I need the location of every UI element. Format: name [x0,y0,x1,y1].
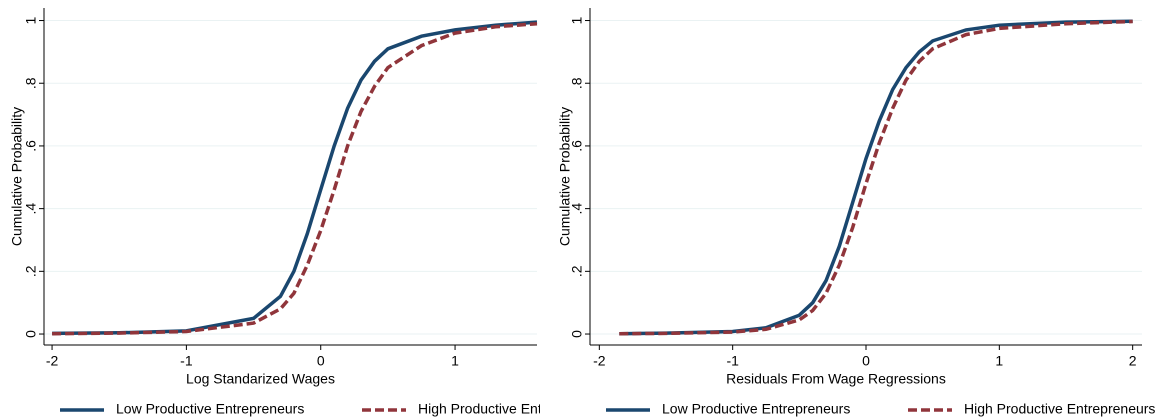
y-tick-label: 1 [569,16,585,24]
legend-label: High Productive Entrepreneurs [964,401,1155,417]
series-line [619,19,1133,336]
y-tick-label: 0 [569,330,585,338]
y-tick-label: .8 [569,77,585,89]
x-tick-label: 1 [451,353,459,369]
y-tick-label: 0 [23,330,39,338]
y-tick-label: .6 [569,140,585,152]
x-tick-label: -1 [726,353,739,369]
x-tick-label: 0 [862,353,870,369]
series-line [619,19,1133,336]
legend-label: High Productive Entrepreneurs [418,401,540,417]
legend-label: Low Productive Entrepreneurs [116,401,304,417]
x-axis-label: Residuals From Wage Regressions [726,371,946,387]
x-tick-label: -1 [180,353,193,369]
y-tick-label: .6 [23,140,39,152]
x-tick-label: 1 [995,353,1003,369]
legend-label: Low Productive Entrepreneurs [662,401,850,417]
x-tick-label: -2 [593,353,606,369]
y-tick-label: .8 [23,77,39,89]
y-tick-label: .2 [569,265,585,277]
y-axis-label: Cumulative Probability [9,107,25,246]
y-axis-label: Cumulative Probability [557,107,573,246]
chart-panel: 0 .2 .4 .6 .8 1 -2 -1 0 1 Log Standarized Wages Cum… [9,8,540,417]
series-line [52,21,538,336]
x-tick-label: -2 [46,353,59,369]
y-tick-label: 1 [23,16,39,24]
x-tick-label: 0 [317,353,325,369]
y-tick-label: .2 [23,265,39,277]
x-tick-label: 2 [1129,353,1137,369]
y-tick-label: .4 [569,203,585,215]
x-axis-label: Log Standarized Wages [186,371,335,387]
y-tick-label: .4 [23,203,39,215]
chart-panel: 0 .2 .4 .6 .8 1 -2 -1 0 1 2 Residuals From Wage Reg… [557,8,1155,417]
series-line [52,20,538,336]
